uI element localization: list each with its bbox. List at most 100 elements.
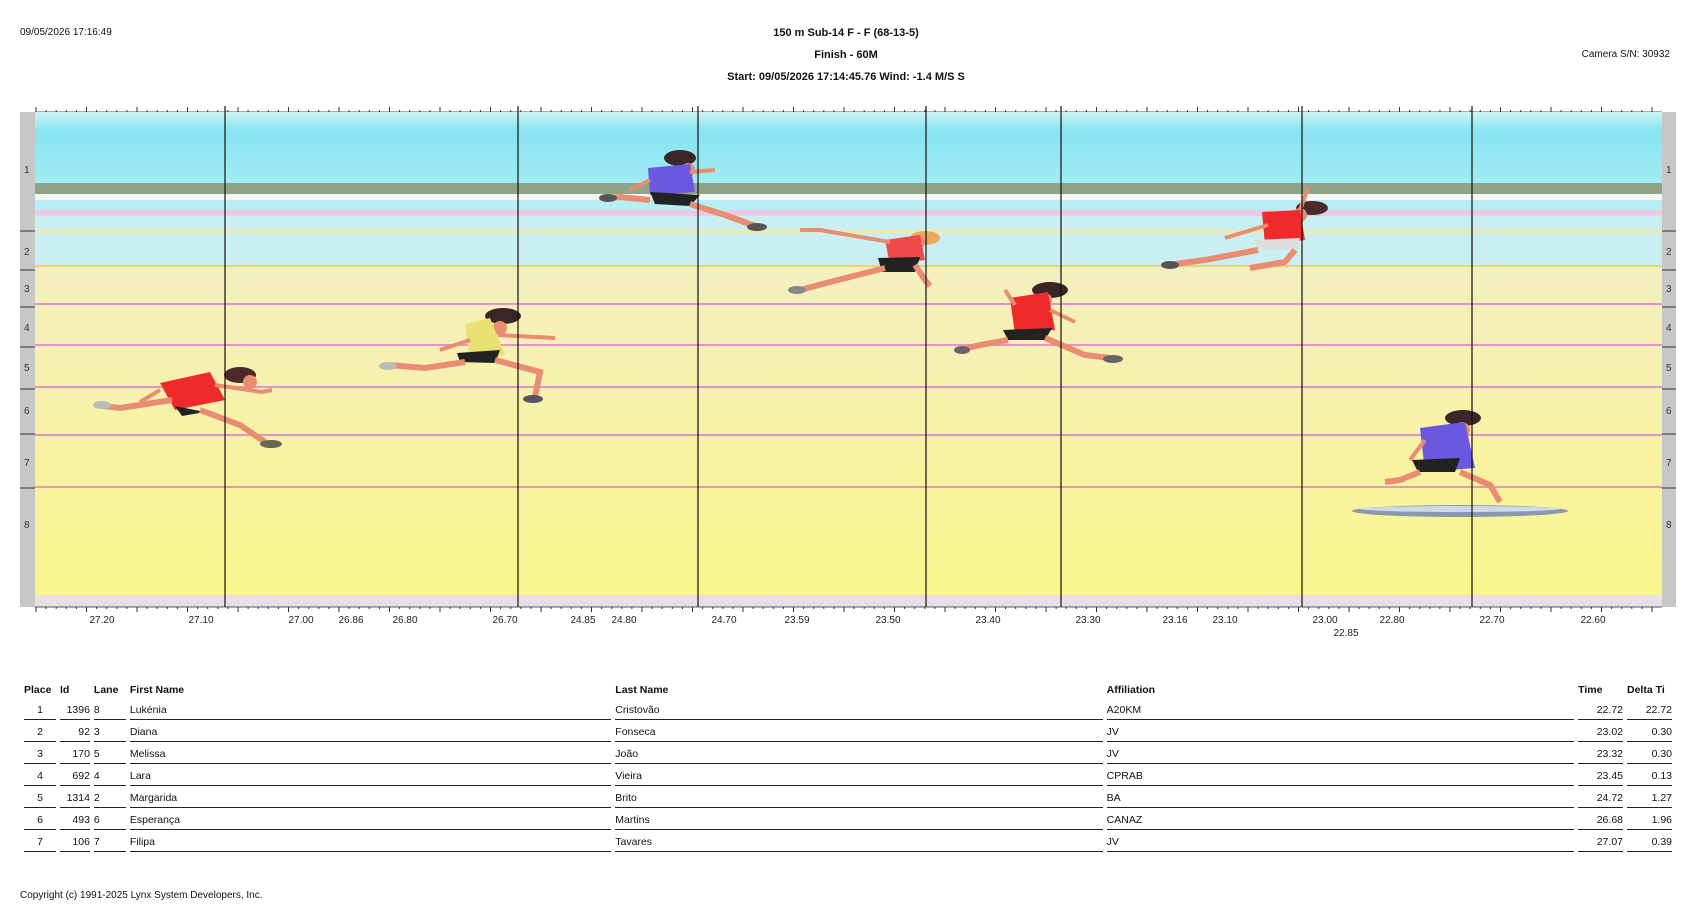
- time-scale-labels: 27.20 27.10 27.00 26.86 26.80 26.70 24.85 24.80…: [89, 615, 1605, 639]
- cell-place: 3: [24, 742, 56, 764]
- cell-time: 23.45: [1578, 764, 1623, 786]
- cell-lane: 5: [93, 742, 126, 764]
- cell-first: Esperança: [129, 808, 612, 830]
- cell-first: Melissa: [129, 742, 612, 764]
- athlete-lane-3: [788, 228, 940, 294]
- time-tick-label: 23.59: [784, 615, 809, 626]
- camera-serial: Camera S/N: 30932: [1581, 49, 1670, 60]
- cell-id: 170: [59, 742, 90, 764]
- cell-last: Cristovão: [615, 698, 1103, 720]
- cell-lane: 8: [93, 698, 126, 720]
- sky-band: [35, 112, 1662, 190]
- cell-affiliation: A20KM: [1106, 698, 1575, 720]
- time-tick-label: 24.70: [711, 615, 736, 626]
- athlete-lane-2: [599, 150, 767, 231]
- cell-delta: 0.39: [1627, 830, 1672, 852]
- cell-first: Diana: [129, 720, 612, 742]
- time-tick-label: 27.10: [188, 615, 213, 626]
- cell-time: 23.02: [1578, 720, 1623, 742]
- time-tick-label: 22.85: [1333, 628, 1358, 639]
- cell-place: 1: [24, 698, 56, 720]
- cell-affiliation: JV: [1106, 720, 1575, 742]
- track-surface: [35, 266, 1662, 607]
- cell-id: 1396: [59, 698, 90, 720]
- event-title: 150 m Sub-14 F - F (68-13-5): [773, 27, 919, 39]
- cell-id: 692: [59, 764, 90, 786]
- time-tick-label: 22.80: [1379, 615, 1404, 626]
- lane-number: 1: [24, 165, 30, 176]
- grass-band: [35, 183, 1662, 194]
- lane-number: 3: [1666, 284, 1672, 295]
- athlete-lane-8: [1352, 410, 1568, 517]
- col-place: Place: [24, 684, 52, 696]
- col-delta: Delta Ti: [1627, 684, 1665, 696]
- cell-delta: 0.13: [1627, 764, 1672, 786]
- time-tick-label: 23.50: [875, 615, 900, 626]
- cell-place: 6: [24, 808, 56, 830]
- cell-affiliation: BA: [1106, 786, 1575, 808]
- time-tick-label: 26.80: [392, 615, 417, 626]
- lane-number: 6: [1666, 406, 1672, 417]
- lane-number: 5: [1666, 363, 1672, 374]
- cell-affiliation: CANAZ: [1106, 808, 1575, 830]
- col-last-name: Last Name: [615, 684, 669, 696]
- time-tick-label: 23.16: [1162, 615, 1187, 626]
- left-margin: [20, 112, 35, 607]
- copyright-notice: Copyright (c) 1991-2025 Lynx System Deve…: [20, 890, 263, 901]
- athlete-lane-5: [954, 282, 1123, 363]
- cell-affiliation: JV: [1106, 830, 1575, 852]
- time-cursor-lines: [224, 106, 1473, 607]
- time-tick-label: 27.20: [89, 615, 114, 626]
- lane-number: 5: [24, 363, 30, 374]
- cell-lane: 6: [93, 808, 126, 830]
- col-first-name: First Name: [129, 684, 185, 696]
- table-row: 2 92 3 Diana Fonseca JV 23.02 0.30: [24, 720, 1672, 742]
- cell-last: Vieira: [615, 764, 1103, 786]
- results-table: Place Id Lane First Name Last Name Affil…: [20, 684, 1676, 852]
- print-datetime: 09/05/2026 17:16:49: [20, 27, 112, 38]
- time-tick-label: 27.00: [288, 615, 313, 626]
- cell-lane: 7: [93, 830, 126, 852]
- lane-lines: [35, 265, 1662, 488]
- cell-time: 23.32: [1578, 742, 1623, 764]
- cell-first: Lukénia: [129, 698, 612, 720]
- right-margin: [1662, 112, 1676, 607]
- cell-last: Tavares: [615, 830, 1103, 852]
- lane-number: 8: [1666, 520, 1672, 531]
- time-tick-label: 24.80: [611, 615, 636, 626]
- cell-place: 7: [24, 830, 56, 852]
- bottom-time-ruler: [35, 606, 1662, 612]
- lane-number: 8: [24, 520, 30, 531]
- cell-delta: 1.27: [1627, 786, 1672, 808]
- lane-number: 2: [24, 247, 30, 258]
- cell-delta: 0.30: [1627, 720, 1672, 742]
- table-row: 5 1314 2 Margarida Brito BA 24.72 1.27: [24, 786, 1672, 808]
- lane-separators: [20, 230, 1676, 489]
- lane-number: 7: [24, 458, 30, 469]
- cell-last: Brito: [615, 786, 1103, 808]
- top-time-ruler: [35, 107, 1662, 113]
- time-tick-label: 22.60: [1580, 615, 1605, 626]
- col-affiliation: Affiliation: [1106, 684, 1156, 696]
- cell-lane: 2: [93, 786, 126, 808]
- cell-id: 106: [59, 830, 90, 852]
- lane-number: 7: [1666, 458, 1672, 469]
- cell-time: 27.07: [1578, 830, 1623, 852]
- lane-number: 2: [1666, 247, 1672, 258]
- lane-number: 4: [1666, 323, 1672, 334]
- table-row: 4 692 4 Lara Vieira CPRAB 23.45 0.13: [24, 764, 1672, 786]
- cell-delta: 0.30: [1627, 742, 1672, 764]
- cell-first: Lara: [129, 764, 612, 786]
- cell-lane: 3: [93, 720, 126, 742]
- cell-id: 92: [59, 720, 90, 742]
- cell-lane: 4: [93, 764, 126, 786]
- lane-number: 3: [24, 284, 30, 295]
- athlete-lane-3-second: [1161, 187, 1328, 271]
- cell-last: João: [615, 742, 1103, 764]
- cell-time: 22.72: [1578, 698, 1623, 720]
- cell-first: Filipa: [129, 830, 612, 852]
- cell-delta: 22.72: [1627, 698, 1672, 720]
- cell-id: 1314: [59, 786, 90, 808]
- cell-place: 2: [24, 720, 56, 742]
- results-header-row: Place Id Lane First Name Last Name Affil…: [24, 684, 1672, 698]
